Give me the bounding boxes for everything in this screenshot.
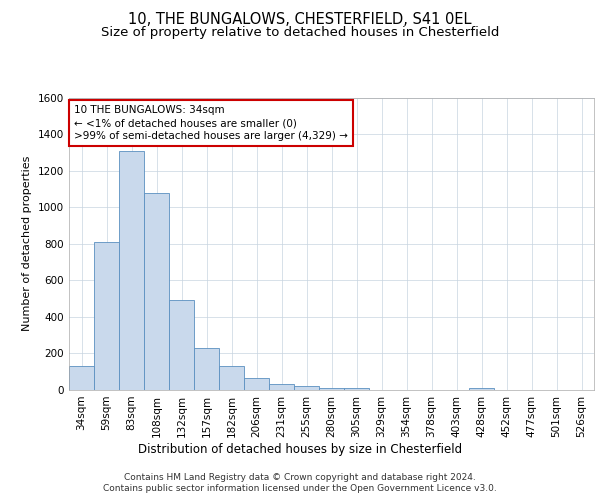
Bar [319, 388, 344, 390]
Bar [194, 348, 219, 390]
Bar [94, 242, 119, 390]
Bar [144, 192, 169, 390]
Text: Distribution of detached houses by size in Chesterfield: Distribution of detached houses by size … [138, 442, 462, 456]
Bar [219, 366, 244, 390]
Bar [294, 386, 319, 390]
Bar [469, 388, 494, 390]
Bar [244, 378, 269, 390]
Text: Contains HM Land Registry data © Crown copyright and database right 2024.
Contai: Contains HM Land Registry data © Crown c… [103, 472, 497, 494]
Bar [344, 388, 369, 390]
Bar [69, 366, 94, 390]
Text: 10, THE BUNGALOWS, CHESTERFIELD, S41 0EL: 10, THE BUNGALOWS, CHESTERFIELD, S41 0EL [128, 12, 472, 28]
Bar [119, 150, 144, 390]
Y-axis label: Number of detached properties: Number of detached properties [22, 156, 32, 332]
Text: 10 THE BUNGALOWS: 34sqm
← <1% of detached houses are smaller (0)
>99% of semi-de: 10 THE BUNGALOWS: 34sqm ← <1% of detache… [74, 105, 348, 141]
Bar [269, 384, 294, 390]
Bar [169, 300, 194, 390]
Text: Size of property relative to detached houses in Chesterfield: Size of property relative to detached ho… [101, 26, 499, 39]
